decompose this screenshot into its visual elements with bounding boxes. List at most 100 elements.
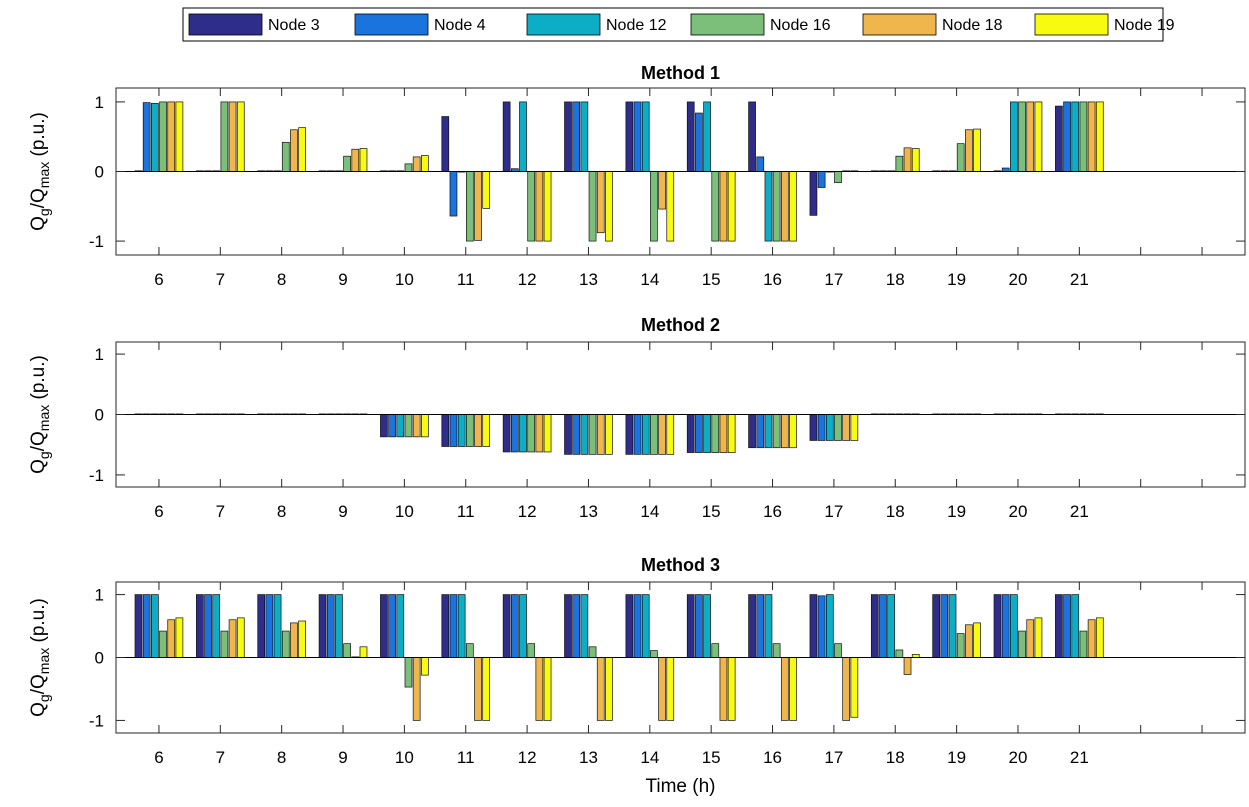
x-tick-label: 7 <box>216 748 225 767</box>
bar <box>842 657 851 721</box>
bar <box>703 101 711 172</box>
bar <box>482 657 491 721</box>
bar <box>842 414 851 441</box>
bar <box>719 657 728 721</box>
bar <box>281 141 290 172</box>
bar <box>580 101 589 172</box>
bar <box>465 414 474 447</box>
y-axis-label-part: (p.u.) <box>28 598 49 648</box>
bar <box>318 594 327 658</box>
bar <box>1079 630 1088 658</box>
bar <box>789 414 797 449</box>
x-tick-label: 8 <box>277 748 286 767</box>
x-tick-label: 21 <box>1070 502 1089 521</box>
legend-entry: Node 16 <box>690 13 831 36</box>
bar <box>220 630 229 658</box>
x-tick-label: 6 <box>154 502 163 521</box>
bar <box>834 171 842 183</box>
bar <box>228 101 237 172</box>
bar <box>527 414 536 453</box>
bar <box>658 657 666 721</box>
x-tick-label: 9 <box>338 502 347 521</box>
bar <box>596 657 605 721</box>
x-tick-label: 20 <box>1009 502 1028 521</box>
bar <box>711 171 720 242</box>
bar <box>780 171 789 242</box>
bar <box>650 650 658 658</box>
bar <box>605 414 613 455</box>
legend-entry: Node 4 <box>354 13 486 36</box>
legend-label: Node 4 <box>434 17 486 34</box>
bar <box>711 414 720 453</box>
x-tick-label: 20 <box>1009 748 1028 767</box>
x-tick-label: 9 <box>338 748 347 767</box>
bar <box>1018 630 1026 658</box>
bar <box>973 128 981 172</box>
bar <box>1071 594 1080 658</box>
bar <box>756 156 765 172</box>
bar <box>879 594 887 658</box>
x-tick-label: 16 <box>763 748 782 767</box>
x-tick-label: 17 <box>824 502 843 521</box>
legend-entry: Node 18 <box>862 13 1003 36</box>
bar <box>502 101 511 172</box>
bar <box>502 414 511 453</box>
x-tick-label: 12 <box>518 270 537 289</box>
bar <box>404 414 413 438</box>
bar <box>764 171 773 242</box>
y-axis-label: Qg/Qmax (p.u.) <box>28 112 52 231</box>
bar <box>817 414 826 441</box>
bar <box>1034 617 1043 658</box>
bar <box>834 643 842 658</box>
bar <box>527 643 536 658</box>
bar <box>564 594 572 658</box>
bar <box>457 414 466 447</box>
bar <box>658 414 666 455</box>
subplot-title: Method 2 <box>641 315 720 335</box>
bar <box>359 148 368 172</box>
x-tick-label: 16 <box>763 270 782 289</box>
bar <box>887 594 895 658</box>
bar <box>711 643 720 658</box>
bar <box>650 171 658 242</box>
bar <box>412 156 421 172</box>
legend-entry: Node 12 <box>526 13 667 36</box>
bar <box>719 414 728 453</box>
bar <box>703 414 711 453</box>
bar <box>850 414 859 441</box>
bar <box>695 594 703 658</box>
bar <box>666 657 675 721</box>
y-axis-label-part: max <box>36 162 52 188</box>
bar <box>686 594 695 658</box>
bar <box>756 594 765 658</box>
bar <box>519 101 527 172</box>
bar <box>973 622 981 658</box>
bar <box>396 414 405 438</box>
bar <box>756 414 765 449</box>
bar <box>817 171 826 188</box>
bar <box>449 594 458 658</box>
bar <box>1063 101 1071 172</box>
bar <box>535 414 544 453</box>
bar <box>441 414 450 447</box>
x-tick-label: 18 <box>886 748 905 767</box>
bar <box>703 594 711 658</box>
x-tick-label: 18 <box>886 270 905 289</box>
bar <box>290 129 298 172</box>
bar <box>764 414 773 449</box>
bar <box>666 414 675 455</box>
bar <box>196 594 204 658</box>
x-tick-label: 21 <box>1070 748 1089 767</box>
y-axis-label-part: g <box>36 451 52 459</box>
legend-entry: Node 3 <box>188 13 320 36</box>
bar <box>380 594 388 658</box>
bar <box>686 101 695 172</box>
x-tick-label: 18 <box>886 502 905 521</box>
bar <box>780 414 789 449</box>
bar <box>1010 101 1018 172</box>
bar <box>965 624 973 658</box>
bar <box>142 594 151 658</box>
bar <box>404 657 413 688</box>
bar <box>1071 101 1080 172</box>
